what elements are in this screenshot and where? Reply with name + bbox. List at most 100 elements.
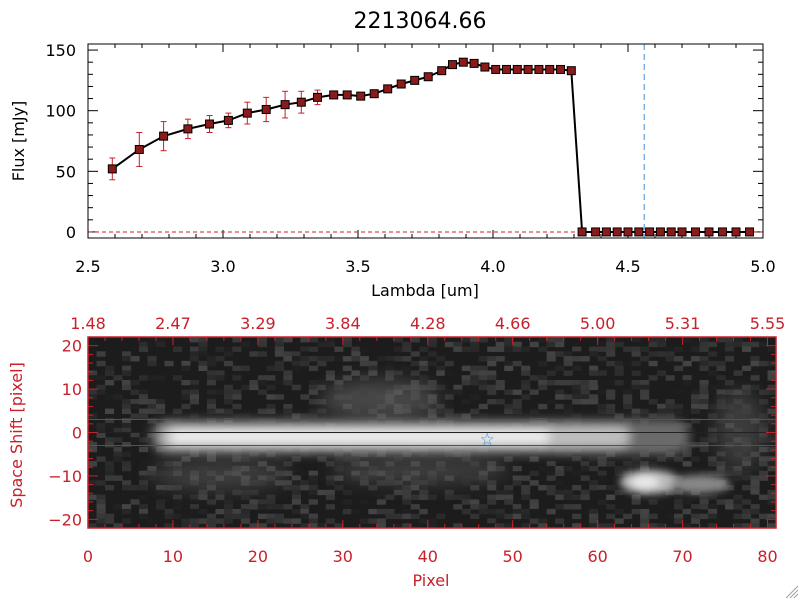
noise-cell xyxy=(767,465,776,472)
resize-grip-icon[interactable] xyxy=(785,585,799,599)
noise-cell xyxy=(359,375,369,381)
noise-cell xyxy=(376,494,386,500)
noise-cell xyxy=(113,523,123,528)
noise-cell xyxy=(300,451,310,457)
noise-cell xyxy=(189,394,200,400)
noise-cell xyxy=(597,341,607,348)
noise-cell xyxy=(121,508,132,515)
spectrum-point xyxy=(502,64,511,74)
noise-cell xyxy=(674,494,684,500)
noise-cell xyxy=(104,437,115,443)
noise-cell xyxy=(427,408,437,414)
noise-cell xyxy=(606,451,616,457)
noise-cell xyxy=(521,523,531,528)
noise-cell xyxy=(648,399,658,405)
noise-cell xyxy=(121,399,132,405)
noise-cell xyxy=(640,518,650,524)
noise-cell xyxy=(470,485,480,491)
noise-cell xyxy=(88,475,98,481)
noise-cell xyxy=(699,499,709,505)
noise-cell xyxy=(104,442,115,448)
noise-cell xyxy=(563,360,573,367)
noise-cell xyxy=(376,451,386,457)
noise-cell xyxy=(597,356,607,362)
noise-cell xyxy=(716,465,726,472)
noise-cell xyxy=(495,489,505,496)
noise-cell xyxy=(121,370,132,376)
noise-cell xyxy=(283,337,293,343)
noise-cell xyxy=(640,461,650,467)
noise-cell xyxy=(767,384,776,391)
noise-cell xyxy=(257,351,267,357)
noise-cell xyxy=(699,432,709,438)
noise-cell xyxy=(725,337,735,343)
noise-cell xyxy=(631,337,641,343)
noise-cell xyxy=(529,389,539,395)
noise-cell xyxy=(402,494,412,500)
noise-cell xyxy=(155,375,166,381)
noise-cell xyxy=(546,356,556,362)
noise-cell xyxy=(699,399,709,405)
noise-cell xyxy=(665,413,675,419)
noise-cell xyxy=(767,408,776,414)
noise-cell xyxy=(682,360,692,367)
noise-cell xyxy=(691,508,701,515)
noise-cell xyxy=(206,394,217,400)
noise-cell xyxy=(716,461,726,467)
noise-cell xyxy=(198,341,208,348)
noise-cell xyxy=(206,451,217,457)
noise-cell xyxy=(155,337,166,343)
noise-cell xyxy=(410,337,420,343)
noise-cell xyxy=(249,489,259,496)
noise-cell xyxy=(359,356,369,362)
noise-cell xyxy=(657,504,667,510)
noise-cell xyxy=(189,356,200,362)
noise-cell xyxy=(189,399,200,405)
star-icon: ☆ xyxy=(480,430,495,450)
noise-cell xyxy=(691,394,701,400)
noise-cell xyxy=(121,422,132,429)
noise-cell xyxy=(308,346,318,352)
noise-cell xyxy=(708,360,718,367)
noise-cell xyxy=(648,413,658,419)
noise-cell xyxy=(470,379,480,386)
spectral-image xyxy=(88,337,776,528)
noise-cell xyxy=(334,356,344,362)
noise-cell xyxy=(495,513,505,520)
noise-cell xyxy=(546,508,556,515)
noise-cell xyxy=(742,480,752,486)
noise-cell xyxy=(198,365,208,372)
spectrum-point xyxy=(691,227,700,237)
noise-cell xyxy=(563,489,573,496)
noise-cell xyxy=(232,413,242,419)
noise-cell xyxy=(410,370,420,376)
noise-cell xyxy=(682,408,692,414)
noise-cell xyxy=(487,370,497,376)
noise-cell xyxy=(257,389,267,395)
noise-cell xyxy=(147,356,157,362)
noise-cell xyxy=(138,341,149,348)
noise-cell xyxy=(597,370,607,376)
noise-cell xyxy=(733,370,743,376)
noise-cell xyxy=(487,389,497,395)
noise-cell xyxy=(291,475,301,481)
noise-cell xyxy=(291,489,301,496)
noise-cell xyxy=(147,360,157,367)
noise-cell xyxy=(300,508,310,515)
noise-cell xyxy=(580,489,590,496)
noise-cell xyxy=(419,485,429,491)
noise-cell xyxy=(342,337,352,343)
noise-cell xyxy=(104,518,115,524)
noise-cell xyxy=(189,384,200,391)
noise-cell xyxy=(487,494,497,500)
noise-cell xyxy=(606,394,616,400)
noise-cell xyxy=(453,341,463,348)
noise-cell xyxy=(674,504,684,510)
noise-cell xyxy=(300,504,310,510)
noise-cell xyxy=(138,504,149,510)
noise-cell xyxy=(563,451,573,457)
image-x-tick-label: 60 xyxy=(587,547,607,566)
noise-cell xyxy=(88,480,98,486)
noise-cell xyxy=(759,494,769,500)
noise-cell xyxy=(96,513,106,520)
